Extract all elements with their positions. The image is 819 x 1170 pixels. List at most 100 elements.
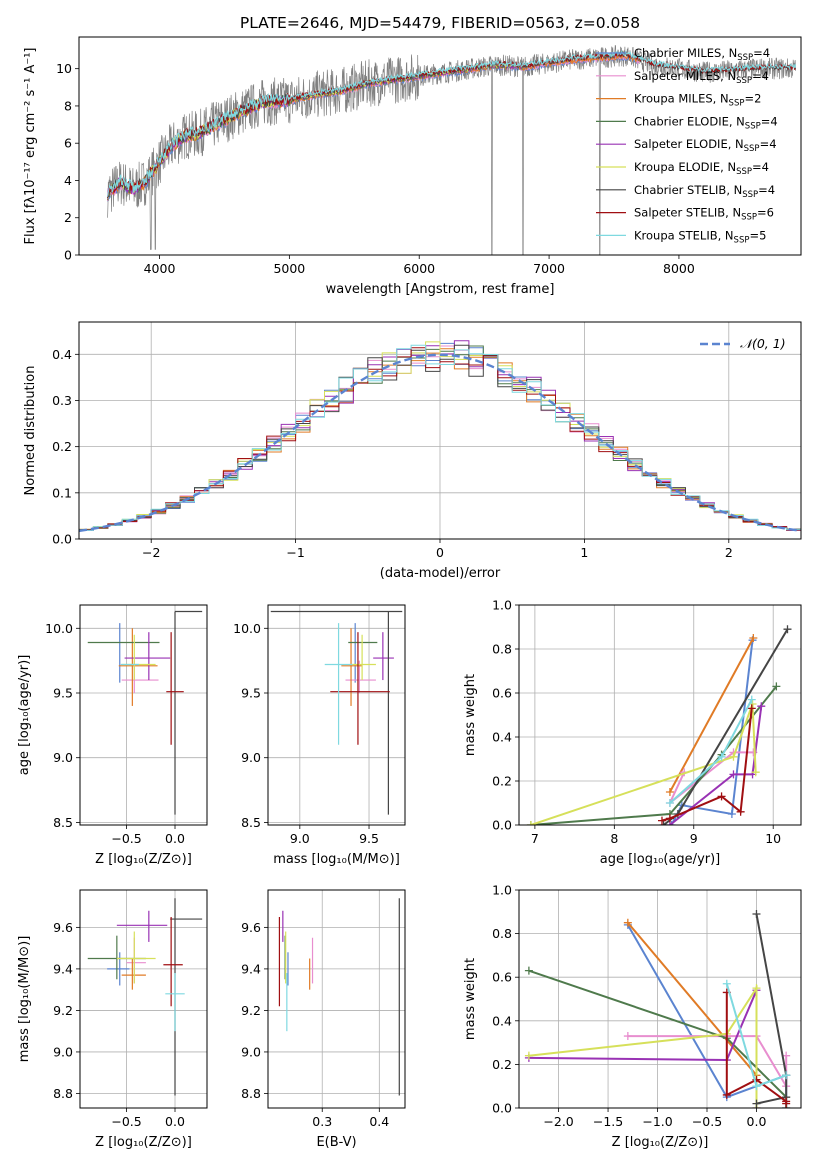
spectrum-legend-label: Kroupa ELODIE, NSSP=4 [634,160,769,177]
legend-subscript: SSP [736,76,752,86]
age_vs_mass-frame [267,604,406,826]
mass_vs_Z-plot-area [87,898,203,1096]
legend-subscript: SSP [745,121,761,131]
weight_vs_Z-marker [524,966,533,975]
weight_vs_Z-series-line [528,984,758,1108]
weight_vs_Z-frame [518,889,802,1109]
weight_vs_age-series-line [662,628,789,825]
figure-title: PLATE=2646, MJD=54479, FIBERID=0563, z=0… [240,14,640,32]
weight_vs_age-plot-area [526,625,792,825]
spectrum-xtick-label: 5000 [273,261,305,276]
residuals-plot-area [79,340,801,533]
weight_vs_age-ytick-label: 0.8 [492,642,512,657]
spectrum-model-line [107,49,796,197]
spectrum-xtick-label: 6000 [403,261,435,276]
mass_vs_EBV-ytick-label: 9.2 [241,1003,261,1018]
age_vs_Z-frame [79,604,208,826]
age_vs_mass-xtick-label: 9.0 [290,831,310,846]
residuals-ytick-label: 0.3 [52,393,72,408]
residuals-ytick-label: 0.0 [52,532,72,547]
weight_vs_Z-marker [524,1051,533,1060]
legend-nssp: =4 [752,69,769,83]
spectrum-ytick-label: 4 [64,173,72,188]
spectrum-legend-label: Kroupa STELIB, NSSP=5 [634,228,766,245]
weight_vs_age-xtick-label: 9 [690,831,698,846]
weight_vs_age-series-line [669,637,755,793]
weight_vs_age-marker [665,788,674,796]
age_vs_Z-xtick-label: −0.5 [111,831,141,846]
spectrum-xtick-label: 8000 [663,261,695,276]
age_vs_mass-panel: 9.0 9.5 8.5 9.0 9.5 10.0 mass [log₁₀(M/M⊙)] [233,604,406,867]
weight_vs_age-ylabel: mass weight [463,674,478,756]
age_vs_Z-plot-area [87,610,203,815]
mass_vs_Z-xtick-label: −0.5 [111,1114,141,1129]
mass_vs_Z-ylabel: mass [log₁₀(M/M⊙)] [17,936,32,1063]
legend-subscript: SSP [736,167,752,177]
legend-name: Kroupa MILES, N [634,92,729,106]
mass_vs_Z-xtick-label: 0.0 [165,1114,185,1129]
spectrum-legend-label: Chabrier STELIB, NSSP=4 [634,183,775,200]
spectrum-legend-label: Chabrier ELODIE, NSSP=4 [634,114,778,131]
weight_vs_Z-ytick-label: 1.0 [492,883,512,898]
spectrum-legend-label: Chabrier MILES, NSSP=4 [634,46,770,63]
legend-subscript: SSP [737,53,753,63]
weight_vs_age-marker [665,814,674,823]
weight_vs_age-marker [526,821,535,825]
weight_vs_age-marker [749,634,758,642]
weight_vs_age-series-line [669,706,763,825]
residuals-xtick-label: −1 [286,545,304,560]
weight_vs_age-marker [772,682,781,691]
weight_vs_age-marker [717,792,726,801]
weight_vs_Z-ytick-label: 0.4 [492,1013,512,1028]
legend-nssp: =4 [753,46,770,60]
age_vs_mass-ytick-label: 10.0 [233,621,261,636]
weight_vs_age-panel: 7 8 9 10 0.0 0.2 0.4 0.6 0.8 1.0 age [log₁₀(age/yr… [463,598,802,867]
age_vs_Z-ytick-label: 9.0 [53,750,73,765]
spectrum-frame [78,36,802,256]
mass_vs_EBV-ytick-label: 9.4 [241,961,261,976]
mass_vs_Z-ytick-label: 9.4 [53,961,73,976]
spectrum-ylabel: Flux [fλ10⁻¹⁷ erg cm⁻² s⁻¹ A⁻¹] [23,48,38,245]
weight_vs_age-xtick-label: 7 [531,831,539,846]
mass_vs_EBV-panel: 0.3 0.4 8.8 9.0 9.2 9.4 9.6 E(B-V) [241,889,406,1150]
spectrum-legend-label: Salpeter MILES, NSSP=4 [634,69,769,86]
mass_vs_EBV-xtick-label: 0.4 [369,1114,389,1129]
spectrum-plot-area [107,45,796,255]
weight_vs_Z-marker [722,979,731,988]
weight_vs_Z-marker [752,984,761,993]
weight_vs_Z-ytick-label: 0.2 [492,1057,512,1072]
weight_vs_age-marker [751,768,760,777]
weight_vs_Z-marker [623,918,632,927]
weight_vs_age-marker [729,770,738,779]
age_vs_Z-ylabel: age [log₁₀(age/yr)] [17,655,32,776]
weight_vs_age-marker [717,752,726,761]
residuals-ylabel: Normed distribution [23,366,38,496]
weight_vs_age-marker [667,821,676,825]
weight_vs_age-marker [657,816,666,825]
spectrum-ytick-label: 0 [64,248,72,263]
weight_vs_Z-xlabel: Z [log₁₀(Z/Z⊙)] [612,1135,709,1150]
weight_vs_Z-xtick-label: 0.0 [747,1114,767,1129]
residuals-ytick-label: 0.2 [52,439,72,454]
mass_vs_EBV-frame [267,889,406,1109]
residuals-panel: −2 −1 0 1 2 0.0 0.1 0.2 0.3 0.4 (data-model)/error… [23,321,802,581]
weight_vs_Z-xtick-label: −1.0 [642,1114,672,1129]
age_vs_mass-xlabel: mass [log₁₀(M/M⊙)] [273,852,400,867]
legend-name: Salpeter STELIB, N [634,206,741,220]
residuals-xtick-label: 0 [436,545,444,560]
legend-name: Chabrier STELIB, N [634,183,742,197]
weight_vs_Z-marker [623,1032,632,1041]
weight_vs_age-xlabel: age [log₁₀(age/yr)] [600,852,721,867]
residuals-ytick-label: 0.1 [52,485,72,500]
spectrum-panel: 4000 5000 6000 7000 8000 0 2 4 6 8 10 wavelength [A… [23,36,802,297]
mass_vs_EBV-xlabel: E(B-V) [316,1135,356,1150]
spectrum-ytick-label: 10 [56,61,72,76]
weight_vs_Z-plot-area [524,909,791,1108]
age_vs_Z-panel: −0.5 0.0 8.5 9.0 9.5 10.0 Z [log₁₀(Z/Z⊙)] age [… [17,604,208,867]
weight_vs_age-series-line [668,751,754,804]
weight_vs_age-xtick-label: 8 [610,831,618,846]
weight_vs_Z-series-line [755,913,788,1105]
legend-nssp: =5 [749,228,766,242]
mass_vs_Z-ytick-label: 9.2 [53,1003,73,1018]
